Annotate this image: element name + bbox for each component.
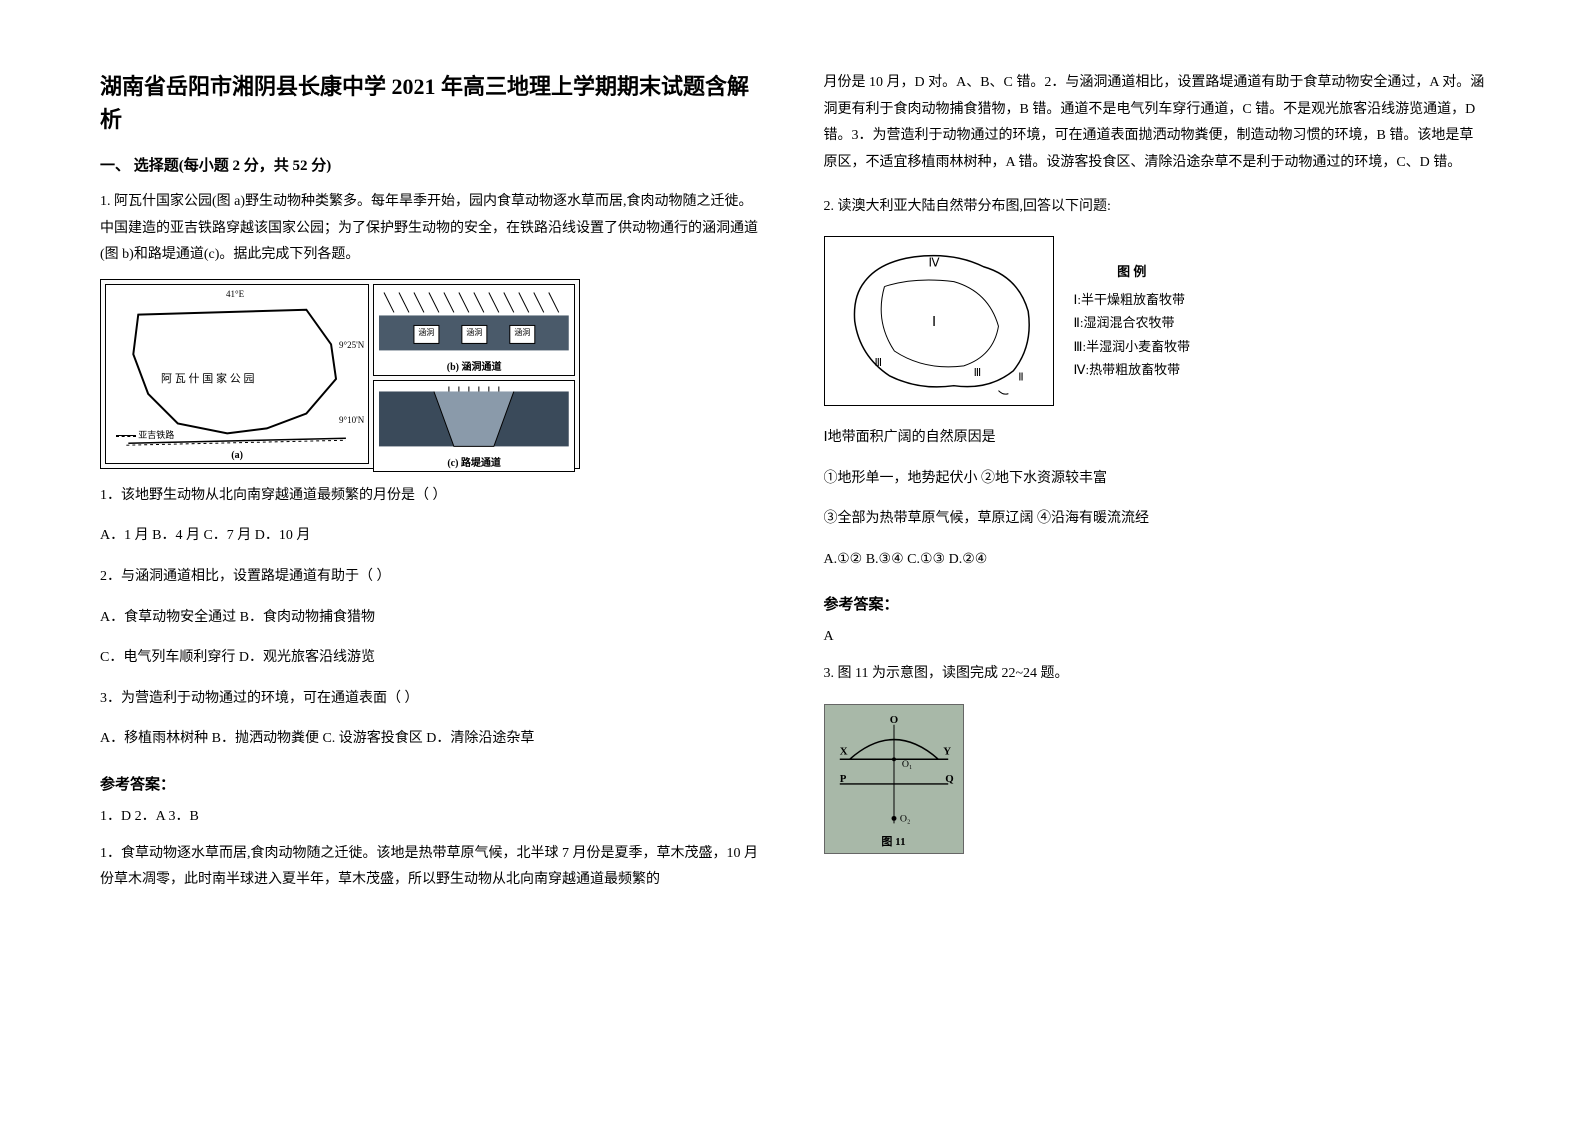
q1-sub1-options: A．1 月 B．4 月 C．7 月 D．10 月 — [100, 523, 764, 550]
q2-intro: 2. 读澳大利亚大陆自然带分布图,回答以下问题: — [824, 194, 1488, 221]
q3-intro: 3. 图 11 为示意图，读图完成 22~24 题。 — [824, 661, 1488, 688]
q2-figure: Ⅳ Ⅰ Ⅲ Ⅲ Ⅱ 图 例 Ⅰ:半干燥粗放畜牧带 Ⅱ:湿润混合农牧带 Ⅲ:半湿润… — [824, 231, 1488, 411]
svg-text:O₂: O₂ — [899, 813, 910, 824]
q2-conditions-line1: ①地形单一，地势起伏小 ②地下水资源较丰富 — [824, 466, 1488, 493]
q1-answers: 1．D 2．A 3．B — [100, 804, 764, 831]
svg-text:O₁: O₁ — [901, 759, 912, 770]
culvert-label-3: 涵洞 — [514, 327, 530, 338]
svg-text:Ⅰ: Ⅰ — [931, 315, 935, 330]
q2-legend: 图 例 Ⅰ:半干燥粗放畜牧带 Ⅱ:湿润混合农牧带 Ⅲ:半湿润小麦畜牧带 Ⅳ:热带… — [1074, 260, 1191, 381]
document-title: 湖南省岳阳市湘阴县长康中学 2021 年高三地理上学期期末试题含解析 — [100, 70, 764, 136]
q1-sub1: 1．该地野生动物从北向南穿越通道最频繁的月份是（ ） — [100, 483, 764, 510]
svg-text:Ⅲ: Ⅲ — [973, 367, 981, 379]
right-column: 月份是 10 月，D 对。A、B、C 错。2．与涵洞通道相比，设置路堤通道有助于… — [824, 70, 1488, 1052]
longitude-label: 41°E — [226, 289, 244, 299]
svg-text:Ⅱ: Ⅱ — [1018, 372, 1023, 384]
svg-text:Q: Q — [945, 772, 953, 784]
svg-text:P: P — [839, 772, 846, 784]
culvert-label-2: 涵洞 — [466, 327, 482, 338]
figure-b-culvert: 涵洞 涵洞 涵洞 (b) 涵洞通道 — [373, 284, 575, 376]
culvert-label-1: 涵洞 — [418, 327, 434, 338]
legend-item-3: Ⅲ:半湿润小麦畜牧带 — [1074, 335, 1191, 358]
fig-c-caption: (c) 路堤通道 — [447, 454, 501, 469]
q2-answer: A — [824, 624, 1488, 651]
svg-text:Ⅳ: Ⅳ — [928, 256, 939, 270]
legend-title: 图 例 — [1074, 260, 1191, 283]
left-column: 湖南省岳阳市湘阴县长康中学 2021 年高三地理上学期期末试题含解析 一、 选择… — [100, 70, 764, 1052]
australia-map: Ⅳ Ⅰ Ⅲ Ⅲ Ⅱ — [824, 236, 1054, 406]
fig-b-caption: (b) 涵洞通道 — [447, 358, 502, 373]
legend-item-1: Ⅰ:半干燥粗放畜牧带 — [1074, 288, 1191, 311]
svg-text:X: X — [839, 745, 847, 757]
q3-figure: O O₁ X Y P Q O₂ 图 11 — [824, 704, 964, 854]
q1-sub2: 2．与涵洞通道相比，设置路堤通道有助于（ ） — [100, 564, 764, 591]
legend-item-2: Ⅱ:湿润混合农牧带 — [1074, 311, 1191, 334]
q2-conditions-line2: ③全部为热带草原气候，草原辽阔 ④沿海有暖流流经 — [824, 506, 1488, 533]
legend-item-4: Ⅳ:热带粗放畜牧带 — [1074, 358, 1191, 381]
q2-question: Ⅰ地带面积广阔的自然原因是 — [824, 425, 1488, 452]
q2-options: A.①② B.③④ C.①③ D.②④ — [824, 547, 1488, 574]
section1-header: 一、 选择题(每小题 2 分，共 52 分) — [100, 154, 764, 175]
svg-text:Y: Y — [943, 745, 951, 757]
lat1-label: 9°25'N — [339, 340, 364, 350]
park-name: 阿 瓦 什 国 家 公 园 — [161, 370, 255, 386]
svg-text:O: O — [889, 713, 897, 725]
figure-c-embankment: (c) 路堤通道 — [373, 380, 575, 472]
q1-figure: 41°E 9°25'N 9°10'N 阿 瓦 什 国 家 公 园 亚吉铁路 (a… — [100, 279, 764, 469]
q2-answer-header: 参考答案： — [824, 593, 1488, 614]
q3-caption: 图 11 — [881, 833, 905, 849]
q1-explanation-part1: 1．食草动物逐水草而居,食肉动物随之迁徙。该地是热带草原气候，北半球 7 月份是… — [100, 841, 764, 894]
figure-a-map: 41°E 9°25'N 9°10'N 阿 瓦 什 国 家 公 园 亚吉铁路 (a… — [105, 284, 369, 464]
q1-answer-header: 参考答案： — [100, 773, 764, 794]
lat2-label: 9°10'N — [339, 415, 364, 425]
fig-a-caption: (a) — [231, 450, 243, 461]
q1-sub2-options-ab: A．食草动物安全通过 B．食肉动物捕食猎物 — [100, 605, 764, 632]
svg-text:Ⅲ: Ⅲ — [874, 357, 882, 369]
q1-explanation-continued: 月份是 10 月，D 对。A、B、C 错。2．与涵洞通道相比，设置路堤通道有助于… — [824, 70, 1488, 176]
q1-intro: 1. 阿瓦什国家公园(图 a)野生动物种类繁多。每年旱季开始，园内食草动物逐水草… — [100, 189, 764, 269]
q1-sub3: 3．为营造利于动物通过的环境，可在通道表面（ ） — [100, 686, 764, 713]
rail-legend: 亚吉铁路 — [116, 428, 174, 441]
q1-sub3-options: A．移植雨林树种 B．抛洒动物粪便 C. 设游客投食区 D．清除沿途杂草 — [100, 726, 764, 753]
q1-sub2-options-cd: C．电气列车顺利穿行 D．观光旅客沿线游览 — [100, 645, 764, 672]
